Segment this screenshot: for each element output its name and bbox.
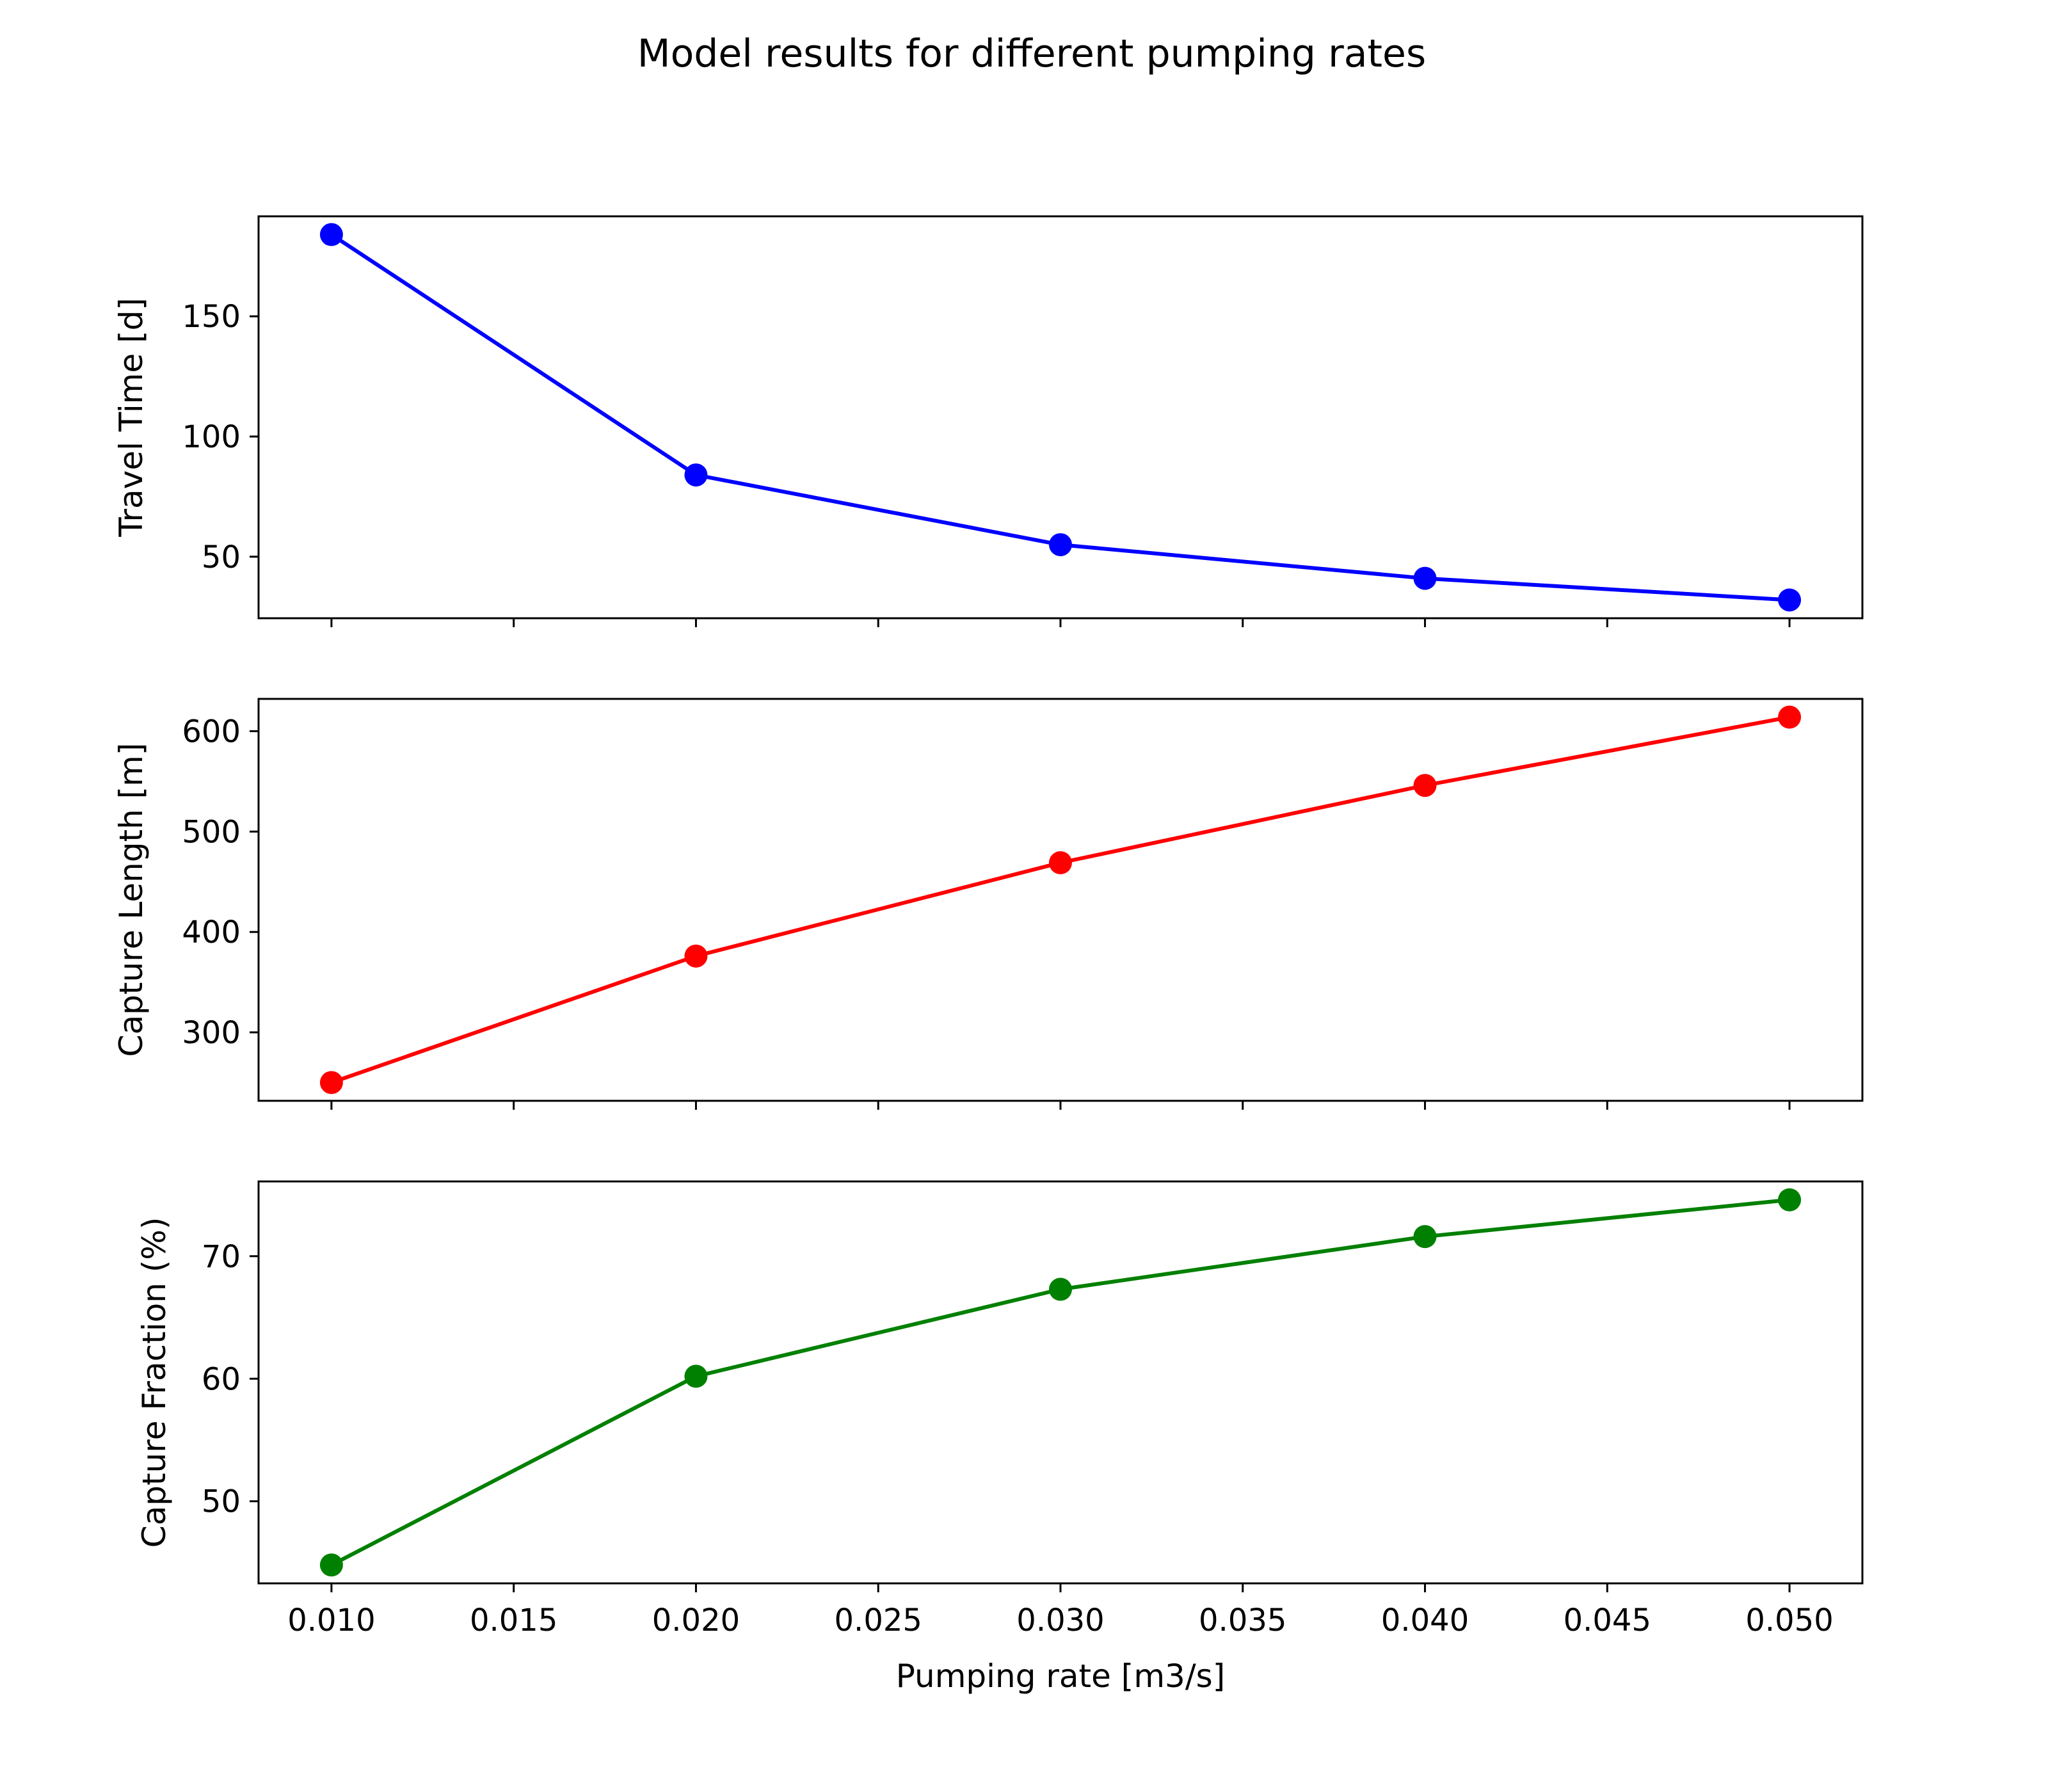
data-point	[684, 463, 708, 487]
x-tick-label: 0.045	[1564, 1603, 1651, 1638]
y-tick-label: 50	[202, 1484, 241, 1520]
y-axis-label: Capture Fraction (%)	[136, 1217, 173, 1548]
subplot-3: 0.010 0.015 0.020 0.025 0.030 0.035 0.040 0.045…	[136, 1180, 1864, 1695]
y-tick-label: 500	[182, 814, 241, 850]
y-tick-label: 70	[202, 1239, 241, 1275]
y-tick-label: 50	[202, 540, 241, 575]
y-tick-label: 150	[182, 299, 241, 335]
data-point	[684, 944, 708, 968]
x-tick-label: 0.035	[1199, 1603, 1286, 1638]
data-point	[1778, 705, 1802, 729]
y-tick-label: 60	[202, 1361, 241, 1397]
data-point	[319, 223, 343, 246]
data-point	[1049, 1277, 1072, 1301]
subplot-2: 300 400 500 600 Capture Length [m]	[113, 698, 1864, 1110]
y-tick-label: 300	[182, 1015, 241, 1051]
y-tick-label: 400	[182, 915, 241, 950]
data-point	[1413, 1225, 1437, 1249]
x-tick-label: 0.050	[1745, 1603, 1833, 1638]
y-axis-label: Travel Time [d]	[113, 298, 150, 538]
x-tick-label: 0.040	[1381, 1603, 1469, 1638]
y-tick-label: 100	[182, 419, 241, 455]
y-axis-label: Capture Length [m]	[113, 743, 150, 1057]
x-tick-label: 0.015	[470, 1603, 557, 1638]
data-point	[319, 1553, 343, 1577]
subplot-1: 50 100 150 Travel Time [d]	[113, 215, 1864, 627]
data-point	[1778, 1188, 1802, 1212]
data-point	[1413, 774, 1437, 797]
x-tick-label: 0.025	[835, 1603, 922, 1638]
x-tick-label: 0.020	[652, 1603, 740, 1638]
x-tick-label: 0.010	[287, 1603, 375, 1638]
x-axis-label: Pumping rate [m3/s]	[896, 1658, 1226, 1695]
y-tick-label: 600	[182, 714, 241, 750]
data-point	[1049, 851, 1072, 874]
data-point	[1049, 533, 1072, 557]
figure-title: Model results for different pumping rate…	[637, 31, 1426, 76]
data-point	[684, 1364, 708, 1388]
x-tick-label: 0.030	[1016, 1603, 1104, 1638]
subplots: 50 100 150 Travel Time [d] 300 400 500 600 Captu…	[113, 215, 1864, 1695]
data-point	[319, 1071, 343, 1094]
data-point	[1778, 588, 1802, 612]
data-point	[1413, 566, 1437, 590]
